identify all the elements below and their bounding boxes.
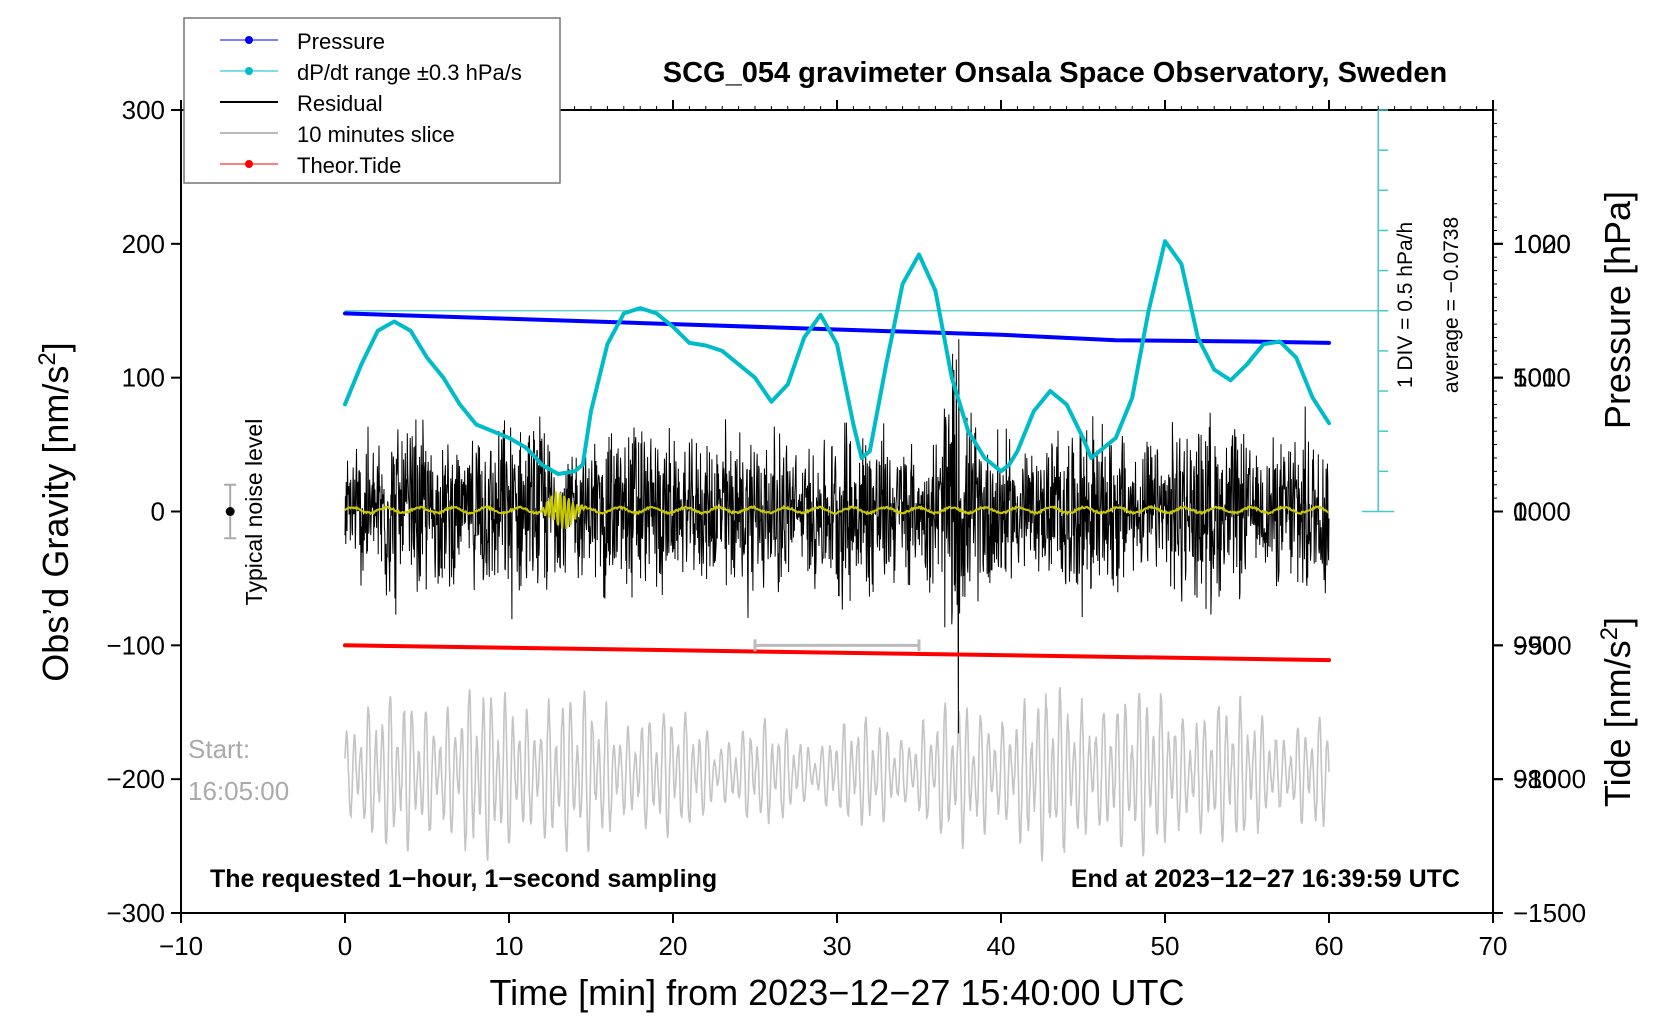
legend-marker-tide <box>245 160 253 168</box>
pressure-tick-label: 990 <box>1513 630 1556 660</box>
y-tick-label: 300 <box>122 95 165 125</box>
legend-label-dpdt: dP/dt range ±0.3 hPa/s <box>297 60 522 85</box>
legend-label-residual: Residual <box>297 91 383 116</box>
x-axis-ticks: −10 0 10 20 30 40 50 60 70 <box>159 100 1508 961</box>
y-tick-label: 100 <box>122 363 165 393</box>
x-tick-label: 60 <box>1315 931 1344 961</box>
x-tick-label: 40 <box>987 931 1016 961</box>
legend-entry-dpdt: dP/dt range ±0.3 hPa/s <box>220 60 522 85</box>
div-scale-label: 1 DIV = 0.5 hPa/h <box>1394 222 1417 388</box>
legend-label-pressure: Pressure <box>297 29 385 54</box>
ten-minute-slice-trace <box>344 687 1330 862</box>
noise-bar-center <box>225 507 235 516</box>
series-theor-tide <box>343 643 1331 663</box>
legend-marker-pressure <box>245 36 253 44</box>
x-tick-label: −10 <box>159 931 203 961</box>
filtered-residual-trace <box>344 491 1330 529</box>
pressure-tick-label: 1010 <box>1513 363 1571 393</box>
chart-annotations <box>224 109 1395 652</box>
start-label: Start: <box>188 734 250 764</box>
pressure-axis-title: Pressure [hPa] <box>1597 191 1638 429</box>
filtered-residual-line <box>344 491 1330 529</box>
pressure-tick-label: 1020 <box>1513 229 1571 259</box>
data-series <box>343 239 1379 663</box>
tide-tick-label: −1500 <box>1513 898 1586 928</box>
legend-label-slice: 10 minutes slice <box>297 122 455 147</box>
tide-tick-label: −1000 <box>1513 764 1586 794</box>
legend-label-tide: Theor.Tide <box>297 153 401 178</box>
pressure-axis-ticks: 1020 1010 1000 990 980 <box>1493 109 1571 794</box>
y-tick-label: −300 <box>106 898 165 928</box>
y-tick-label: 200 <box>122 229 165 259</box>
noise-level-label: Typical noise level <box>241 419 267 606</box>
legend-marker-dpdt <box>245 67 253 75</box>
residual-trace <box>344 339 1330 734</box>
x-tick-label: 0 <box>338 931 352 961</box>
dpdt-average-label: average = −0.0738 <box>1440 217 1463 393</box>
legend-box <box>183 17 561 184</box>
end-time-note: End at 2023−12−27 16:39:59 UTC <box>1071 865 1460 893</box>
x-tick-label: 20 <box>659 931 688 961</box>
legend-entry-tide: Theor.Tide <box>220 153 401 178</box>
x-tick-label: 70 <box>1479 931 1508 961</box>
series-pressure <box>343 311 1331 345</box>
tide-tick-label: 500 <box>1513 363 1556 393</box>
sampling-note: The requested 1−hour, 1−second sampling <box>210 865 717 893</box>
residual-line <box>344 339 1330 734</box>
y-tick-label: −100 <box>106 630 165 660</box>
y-axis-ticks: 300 200 100 0 −100 −200 −300 <box>106 95 181 928</box>
pressure-tick-label: 1000 <box>1513 497 1571 527</box>
tide-tick-label: 0 <box>1513 497 1527 527</box>
x-tick-label: 50 <box>1151 931 1180 961</box>
tide-axis-title: Tide [nm/s2] <box>1596 617 1639 807</box>
tide-axis-ticks: 1000 500 0 −500 −1000 −1500 <box>1493 229 1586 928</box>
pressure-tick-label: 980 <box>1513 764 1556 794</box>
y-tick-label: 0 <box>151 497 165 527</box>
y-axis-title: Obs’d Gravity [nm/s2] <box>34 342 77 681</box>
start-time: 16:05:00 <box>188 776 289 806</box>
legend-entry-slice: 10 minutes slice <box>220 122 455 147</box>
legend-entry-pressure: Pressure <box>220 29 385 54</box>
legend-entry-residual: Residual <box>220 91 383 116</box>
slice-line <box>344 687 1330 862</box>
x-tick-label: 10 <box>495 931 524 961</box>
y-tick-label: −200 <box>106 764 165 794</box>
x-axis-title: Time [min] from 2023−12−27 15:40:00 UTC <box>489 972 1184 1013</box>
x-tick-label: 30 <box>823 931 852 961</box>
chart-title: SCG_054 gravimeter Onsala Space Observat… <box>663 57 1447 89</box>
legend: Pressure dP/dt range ±0.3 hPa/s Residual… <box>183 17 561 184</box>
tide-tick-label: 1000 <box>1513 229 1571 259</box>
tide-tick-label: −500 <box>1513 630 1572 660</box>
series-dp-dt <box>343 239 1331 476</box>
